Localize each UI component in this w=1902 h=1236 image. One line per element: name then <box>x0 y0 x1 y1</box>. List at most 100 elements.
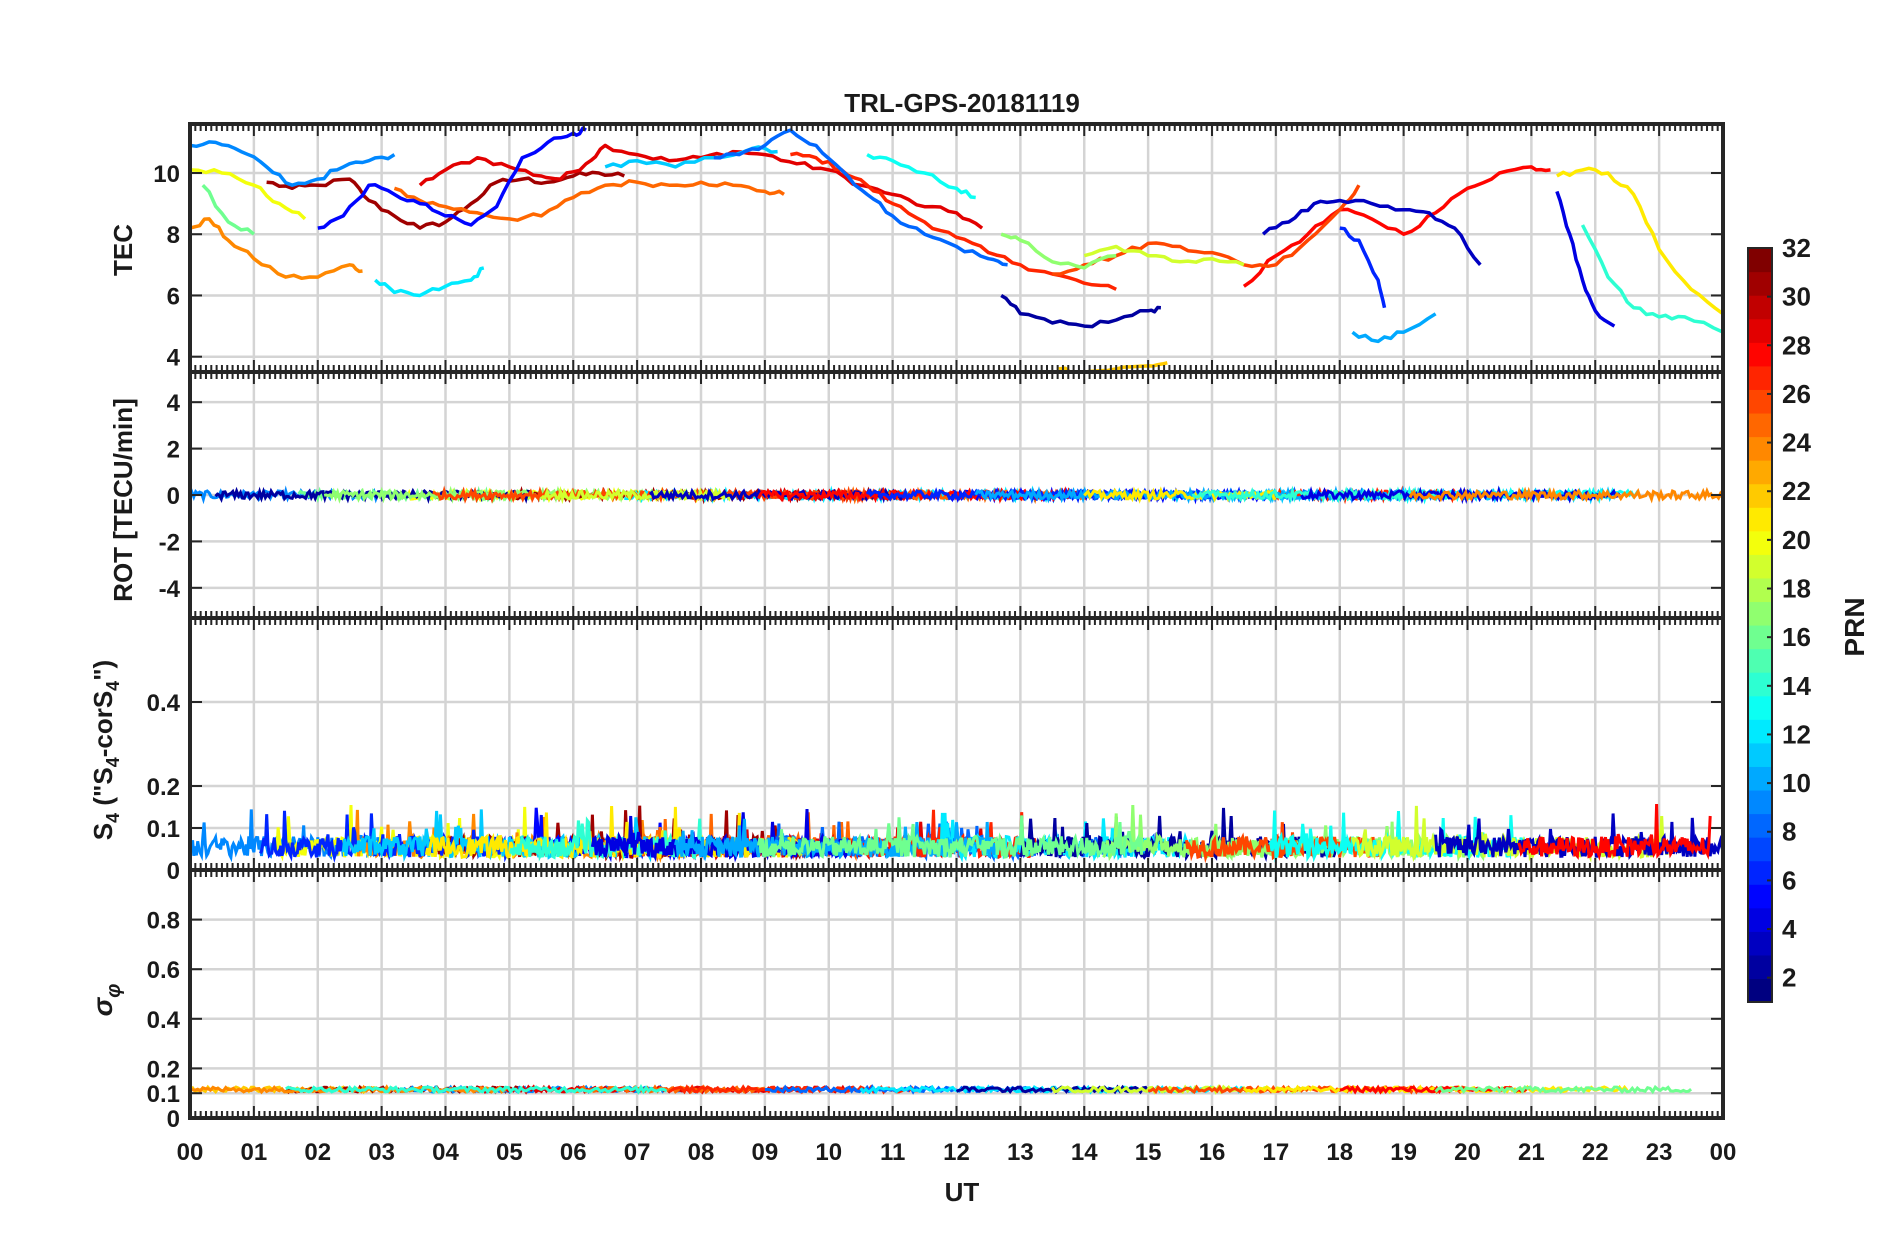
colorbar-segment <box>1748 412 1772 438</box>
x-tick-label: 17 <box>1263 1139 1290 1166</box>
x-tick-label: 09 <box>752 1139 779 1166</box>
colorbar-segment <box>1748 271 1772 296</box>
colorbar-segment <box>1748 695 1772 720</box>
x-axis-label: UT <box>945 1177 980 1207</box>
colorbar-tick-label: 32 <box>1782 233 1811 263</box>
x-tick-label: 02 <box>304 1139 331 1166</box>
tec-series-prn-31 <box>266 170 626 230</box>
colorbar-segment <box>1748 436 1772 461</box>
x-tick-label: 00 <box>177 1139 204 1166</box>
x-tick-label: 12 <box>943 1139 970 1166</box>
colorbar-segment <box>1748 577 1772 603</box>
sigma-ylabel-sigma: σ <box>87 996 118 1016</box>
sigma-ytick-label: 0 <box>167 1106 180 1133</box>
sigma-series-prn-16 <box>1434 1084 1693 1095</box>
x-tick-label: 21 <box>1518 1139 1545 1166</box>
sigma-ytick-label: 0.2 <box>147 1056 180 1083</box>
tec-series-prn-28 <box>1242 165 1551 288</box>
s4-ylabel-mid: -corS <box>88 691 118 757</box>
rot-series-prn-19 <box>540 486 733 505</box>
sigma-ytick-label: 0.6 <box>147 957 180 984</box>
tec-ytick-label: 4 <box>167 345 181 372</box>
colorbar-segment <box>1748 789 1772 815</box>
s4-series-prn-28 <box>1517 803 1712 862</box>
colorbar-segment <box>1748 483 1772 508</box>
s4-series-prn-6 <box>258 810 518 864</box>
s4-ylabel-sub1: 4 <box>103 813 123 823</box>
x-tick-label: 04 <box>432 1139 459 1166</box>
rot-ytick-label: -2 <box>159 529 180 556</box>
colorbar-tick-label: 18 <box>1782 574 1811 604</box>
s4-series-prn-26 <box>1185 822 1380 864</box>
tec-series-prn-5 <box>317 126 587 230</box>
tec-series-prn-8 <box>713 128 1008 267</box>
colorbar-tick-label: 20 <box>1782 525 1811 555</box>
colorbar-segment <box>1748 719 1772 744</box>
colorbar-segment <box>1748 530 1772 555</box>
colorbar-tick-label: 2 <box>1782 963 1796 993</box>
tec-series-prn-21 <box>1556 166 1723 316</box>
sigma-phi-panel: 00.10.2 0.4 0.6 0.8 <box>147 868 1725 1133</box>
s4-ytick-label: 0.1 <box>147 816 180 843</box>
colorbar-segment <box>1748 507 1772 532</box>
tec-series-prn-26 <box>1052 184 1361 276</box>
colorbar-tick-label: 14 <box>1782 671 1811 701</box>
colorbar-segment <box>1748 318 1772 343</box>
x-tick-label: 05 <box>496 1139 523 1166</box>
sigma-ytick-label: 0.4 <box>147 1007 181 1034</box>
colorbar-tick-label: 4 <box>1782 914 1797 944</box>
s4-ylabel-paren: ("S <box>88 767 118 813</box>
colorbar-label: PRN <box>1839 597 1870 656</box>
colorbar-segment <box>1748 460 1772 485</box>
tec-series-prn-6 <box>1339 226 1387 309</box>
sigma-ytick-label: 0.1 <box>147 1081 180 1108</box>
sigma-axes-box <box>188 868 1725 1120</box>
x-tick-label: 06 <box>560 1139 587 1166</box>
colorbar-segment <box>1748 813 1772 838</box>
tec-series-prn-14 <box>1580 224 1723 334</box>
colorbar-segment <box>1748 672 1772 697</box>
tec-series-prn-25 <box>393 179 785 222</box>
tec-series-prn-4 <box>1555 190 1616 328</box>
tec-series-prn-19 <box>1083 244 1245 267</box>
x-tick-label: 11 <box>880 1139 905 1166</box>
colorbar-segment <box>1748 648 1772 673</box>
x-tick-label: 19 <box>1390 1139 1417 1166</box>
colorbar-segment <box>1748 931 1772 956</box>
colorbar-segment <box>1748 365 1772 390</box>
rot-ytick-label: -4 <box>159 576 181 603</box>
tec-series-prn-16 <box>201 183 256 236</box>
tec-series-prn-17 <box>1000 232 1117 270</box>
colorbar-tick-label: 8 <box>1782 817 1796 847</box>
s4-ylabel: S4 ("S4-corS4") <box>88 660 123 840</box>
s4-series-prn-21 <box>424 805 812 862</box>
colorbar-tick-label: 6 <box>1782 865 1796 895</box>
tec-ytick-label: 10 <box>153 161 180 188</box>
colorbar-segment <box>1748 742 1772 767</box>
tec-series-prn-12 <box>374 266 485 298</box>
rot-ytick-label: 0 <box>167 483 180 510</box>
colorbar-tick-label: 28 <box>1782 330 1811 360</box>
tec-series-prn-24 <box>190 217 363 281</box>
colorbar-segment <box>1748 554 1772 579</box>
x-tick-label: 13 <box>1007 1139 1034 1166</box>
colorbar-tick-label: 24 <box>1782 428 1811 458</box>
colorbar-tick-label: 10 <box>1782 768 1811 798</box>
s4-ytick-label: 0 <box>167 858 180 885</box>
colorbar-segment <box>1748 248 1772 273</box>
rot-ytick-label: 2 <box>167 437 180 464</box>
s4-ytick-label: 0.4 <box>147 690 181 717</box>
tec-series-prn-3 <box>1261 198 1482 266</box>
colorbar-segment <box>1748 978 1772 1003</box>
x-tick-label: 03 <box>368 1139 395 1166</box>
colorbar-segment <box>1748 766 1772 791</box>
sigma-series-prn-14 <box>285 1084 668 1095</box>
colorbar-tick-label: 22 <box>1782 476 1811 506</box>
s4-panel: 0 0.1 0.2 0.4 <box>147 616 1725 885</box>
x-tick-label: 10 <box>815 1139 842 1166</box>
sigma-ylabel: σφ <box>87 984 125 1017</box>
s4-ylabel-sub2: 4 <box>103 757 123 767</box>
tec-series-prn-10 <box>1351 312 1437 344</box>
x-tick-label: 08 <box>688 1139 715 1166</box>
